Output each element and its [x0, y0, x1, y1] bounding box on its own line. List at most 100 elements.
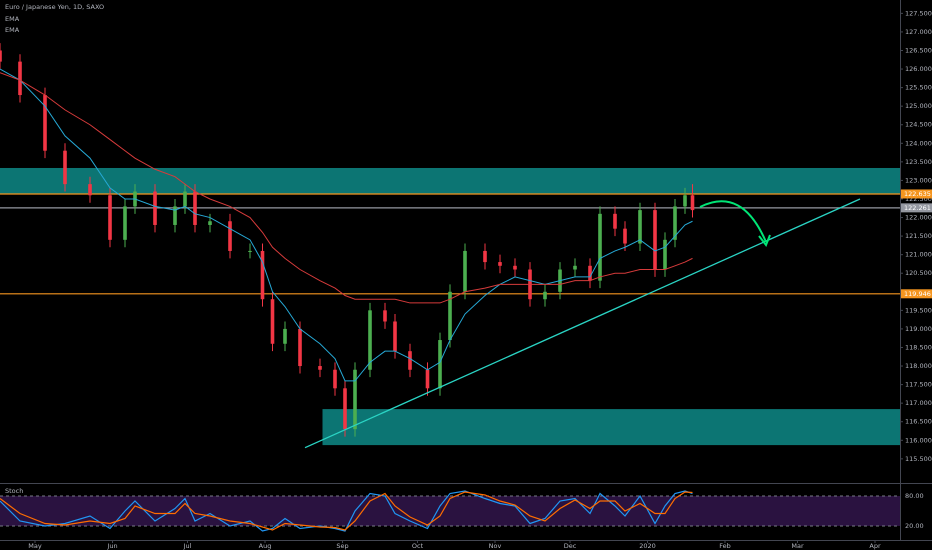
candle-body: [318, 366, 322, 370]
indicator-label: EMA: [5, 15, 20, 23]
candle-body: [153, 191, 157, 225]
y-tick-label: 118.000: [905, 362, 932, 370]
candle-body: [623, 228, 627, 244]
y-tick-label: 122.500: [905, 195, 932, 203]
candle-body: [653, 210, 657, 270]
candle-body: [270, 299, 275, 344]
candle-body: [588, 265, 592, 281]
candle-body: [513, 265, 517, 270]
candle-body: [63, 150, 67, 185]
y-tick-label: 123.500: [905, 158, 932, 166]
candle-body: [690, 195, 695, 211]
level-tag: [901, 203, 932, 213]
candle-body: [343, 388, 347, 430]
y-tick-label: 124.000: [905, 139, 932, 147]
candle-body: [673, 206, 677, 240]
zone: [322, 409, 900, 446]
y-tick-label: 123.000: [905, 176, 932, 184]
candle-body: [638, 210, 642, 244]
candle-body: [598, 213, 602, 281]
x-tick-label: Aug: [259, 542, 272, 550]
y-tick-label: 127.500: [905, 9, 932, 17]
symbol-title: Euro / Japanese Yen, 1D, SAXO: [5, 3, 104, 11]
candle-body: [260, 250, 265, 300]
candle-body: [298, 328, 302, 367]
y-tick-label: 118.500: [905, 343, 932, 351]
level-label: 122.635: [904, 190, 931, 198]
candle-body: [248, 250, 252, 252]
y-tick-label: 20.00: [905, 522, 924, 530]
candle-body: [208, 221, 212, 225]
x-tick-label: Nov: [489, 542, 502, 550]
ema-line: [0, 72, 693, 304]
x-tick-label: Jun: [106, 542, 117, 550]
candle-body: [543, 291, 547, 300]
candle-body: [228, 221, 232, 251]
plot: [0, 43, 900, 532]
y-tick-label: 125.000: [905, 102, 932, 110]
projection-arrow: [699, 200, 767, 243]
x-tick-label: Oct: [412, 542, 424, 550]
candle-body: [283, 328, 287, 344]
x-tick-label: Mar: [791, 542, 804, 550]
candle-body: [0, 50, 2, 62]
stoch-title: Stoch: [5, 487, 23, 495]
level-tag: [901, 189, 932, 199]
arrow-head: [758, 234, 771, 247]
candle-body: [408, 351, 412, 370]
y-tick-label: 121.000: [905, 251, 932, 259]
candle-body: [573, 265, 577, 270]
y-tick-label: 124.500: [905, 121, 932, 129]
candle-body: [368, 310, 372, 370]
y-tick-label: 117.000: [905, 399, 932, 407]
y-tick-label: 127.000: [905, 28, 932, 36]
candle-body: [18, 61, 22, 96]
x-tick-label: May: [28, 542, 42, 550]
y-tick-label: 126.500: [905, 46, 932, 54]
candle-body: [43, 95, 47, 151]
x-tick-label: Apr: [869, 542, 881, 550]
candle-body: [333, 369, 337, 389]
candle-body: [425, 369, 430, 389]
candle-body: [683, 195, 687, 207]
candle-body: [353, 369, 357, 430]
candle-body: [663, 239, 667, 270]
candle-body: [383, 310, 387, 322]
level-label: 119.946: [904, 290, 931, 298]
y-tick-label: 119.500: [905, 306, 932, 314]
indicator-label: EMA: [5, 26, 20, 34]
candle-body: [463, 250, 467, 292]
ema-line: [0, 68, 693, 382]
stoch-line: [0, 491, 693, 531]
candle-body: [613, 213, 617, 229]
y-tick-label: 117.500: [905, 381, 932, 389]
y-tick-label: 80.00: [905, 492, 924, 500]
level-tag: [901, 289, 932, 299]
y-tick-label: 116.500: [905, 418, 932, 426]
candle-body: [438, 340, 442, 389]
candle-body: [173, 206, 177, 225]
candle-body: [448, 291, 452, 341]
candle-body: [393, 321, 397, 352]
candle-body: [483, 250, 487, 263]
zone: [0, 167, 900, 194]
y-tick-label: 125.500: [905, 84, 932, 92]
x-tick-label: Jul: [183, 542, 192, 550]
level-label: 122.261: [904, 204, 931, 212]
y-tick-label: 126.000: [905, 65, 932, 73]
y-tick-label: 115.500: [905, 455, 932, 463]
y-tick-label: 120.500: [905, 269, 932, 277]
y-tick-label: 122.000: [905, 214, 932, 222]
candle-body: [498, 262, 502, 266]
stoch-line: [0, 490, 693, 532]
candle-body: [183, 191, 187, 207]
y-tick-label: 119.000: [905, 325, 932, 333]
x-tick-label: Sep: [336, 542, 348, 550]
candle-body: [193, 191, 197, 225]
candle-body: [108, 195, 112, 240]
x-tick-label: Feb: [719, 542, 731, 550]
y-tick-label: 116.000: [905, 436, 932, 444]
candle-body: [123, 206, 127, 240]
candle-body: [88, 184, 92, 196]
